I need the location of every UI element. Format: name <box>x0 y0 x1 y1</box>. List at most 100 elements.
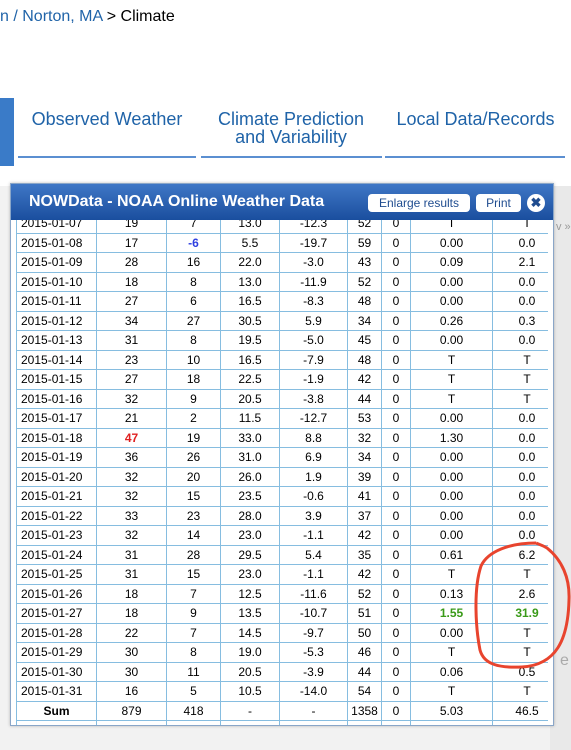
table-cell: 0.0 <box>492 525 548 546</box>
table-cell: T <box>492 369 548 390</box>
table-cell: 0 <box>381 564 411 585</box>
table-cell: 0.00 <box>410 271 493 292</box>
table-cell: T <box>410 681 493 702</box>
table-cell: -5.0 <box>279 330 348 351</box>
table-row: 2015-01-12 34 27 30.5 5.9 34 0 0.26 0.3 <box>16 310 548 331</box>
table-cell: 15 <box>166 564 221 585</box>
table-cell: 0.26 <box>410 310 493 331</box>
table-cell: 35 <box>347 544 382 565</box>
table-cell: 0 <box>381 486 411 507</box>
table-cell: 31 <box>96 544 167 565</box>
table-cell: 48 <box>347 349 382 370</box>
results-table-scroll[interactable]: 2015-01-07 19 7 13.0 -12.3 52 0 T T 2015-01-08 17-… <box>16 220 548 725</box>
table-cell: 8 <box>166 271 221 292</box>
table-cell: 33.0 <box>220 427 280 448</box>
table-row: 2015-01-11 27 6 16.5 -8.3 48 0 0.00 0.0 <box>16 291 548 312</box>
nav-divider <box>18 156 196 158</box>
chevron-text: v » <box>556 221 571 233</box>
table-cell: 14.5 <box>220 622 280 643</box>
table-cell: 0 <box>381 700 411 721</box>
table-cell: 28 <box>96 252 167 273</box>
table-cell: 13.5 <box>220 603 280 624</box>
table-cell: 39 <box>347 466 382 487</box>
table-cell: 23.5 <box>220 486 280 507</box>
table-cell: 53 <box>347 408 382 429</box>
table-cell: 9 <box>166 388 221 409</box>
table-cell: -12.3 <box>279 220 348 234</box>
table-cell: 28.4 <box>96 720 167 725</box>
table-cell: 0.0 <box>492 408 548 429</box>
table-cell: -3.0 <box>279 252 348 273</box>
table-row: 2015-01-23 32 14 23.0 -1.1 42 0 0.00 0.0 <box>16 525 548 546</box>
table-cell: 36 <box>96 447 167 468</box>
table-row: 2015-01-27 18 9 13.5 -10.7 51 0 1.55 31.9 <box>16 603 548 624</box>
breadcrumb: n / Norton, MA > Climate <box>0 8 175 26</box>
table-cell: 0.00 <box>410 525 493 546</box>
table-cell-label: 2015-01-15 <box>16 369 97 390</box>
nav-observed-weather[interactable]: Observed Weather <box>31 109 183 129</box>
table-cell: 31 <box>96 330 167 351</box>
table-cell: 1358 <box>347 700 382 721</box>
table-cell: T <box>492 642 548 663</box>
table-cell: -1.1 <box>279 564 348 585</box>
table-cell: 0.0 <box>492 232 548 253</box>
breadcrumb-bar: n / Norton, MA > Climate <box>0 0 571 36</box>
breadcrumb-link[interactable]: n / Norton, MA <box>0 8 103 25</box>
table-cell: 6.9 <box>279 447 348 468</box>
table-cell-label: 2015-01-25 <box>16 564 97 585</box>
table-cell: T <box>410 349 493 370</box>
table-row: 2015-01-08 17 -6 5.5 -19.7 59 0 0.00 0.0 <box>16 232 548 253</box>
table-cell: 42 <box>347 525 382 546</box>
table-cell: 0.09 <box>410 252 493 273</box>
table-cell: 0 <box>381 427 411 448</box>
table-cell: 30.5 <box>220 310 280 331</box>
table-cell: 19.5 <box>220 330 280 351</box>
table-cell: 22.5 <box>220 369 280 390</box>
table-cell: 54 <box>347 681 382 702</box>
enlarge-results-button[interactable]: Enlarge results <box>368 194 470 212</box>
table-row: 2015-01-31 16 5 10.5 -14.0 54 0 T T <box>16 681 548 702</box>
table-row: 2015-01-16 32 9 20.5 -3.8 44 0 T T <box>16 388 548 409</box>
table-cell: 34 <box>347 447 382 468</box>
table-cell: 20.5 <box>220 388 280 409</box>
close-icon[interactable]: ✖ <box>527 194 545 212</box>
table-cell-label: 2015-01-21 <box>16 486 97 507</box>
table-cell: 0.3 <box>492 310 548 331</box>
table-cell: 13.0 <box>220 220 280 234</box>
table-cell: 16 <box>96 681 167 702</box>
table-cell: 33 <box>96 505 167 526</box>
results-table: 2015-01-07 19 7 13.0 -12.3 52 0 T T 2015-01-08 17-… <box>16 220 548 725</box>
table-row: 2015-01-17 21 2 11.5 -12.7 53 0 0.00 0.0 <box>16 408 548 429</box>
table-cell: 0.00 <box>410 408 493 429</box>
table-cell: - <box>220 700 280 721</box>
table-cell: 32 <box>96 388 167 409</box>
table-cell: 418 <box>166 700 221 721</box>
table-cell: 0.0 <box>492 291 548 312</box>
table-cell-label: 2015-01-26 <box>16 583 97 604</box>
table-cell: 0.0 <box>492 330 548 351</box>
table-cell-label: 2015-01-31 <box>16 681 97 702</box>
nav-local-data[interactable]: Local Data/Records <box>396 109 555 129</box>
table-cell-label: 2015-01-20 <box>16 466 97 487</box>
table-cell-label: 2015-01-23 <box>16 525 97 546</box>
table-row: 2015-01-14 23 10 16.5 -7.9 48 0 T T <box>16 349 548 370</box>
table-cell: 6.2 <box>492 544 548 565</box>
nav-climate-prediction[interactable]: Climate Prediction and Variability <box>217 109 365 147</box>
table-cell: 5.03 <box>410 700 493 721</box>
table-cell: 31.9 <box>492 603 548 624</box>
table-cell-label: Average <box>16 720 97 725</box>
table-cell: 30 <box>96 661 167 682</box>
table-cell: 16 <box>166 252 221 273</box>
table-cell: 0.00 <box>410 622 493 643</box>
nav-divider <box>385 156 565 158</box>
print-button[interactable]: Print <box>476 194 521 212</box>
table-cell: T <box>410 642 493 663</box>
table-cell: 5 <box>166 681 221 702</box>
table-cell: 8 <box>166 330 221 351</box>
table-cell: 32 <box>96 486 167 507</box>
table-cell: - <box>279 700 348 721</box>
table-cell: 18 <box>96 603 167 624</box>
table-cell: 31 <box>96 564 167 585</box>
table-cell-label: 2015-01-18 <box>16 427 97 448</box>
table-row: 2015-01-10 18 8 13.0 -11.9 52 0 0.00 0.0 <box>16 271 548 292</box>
